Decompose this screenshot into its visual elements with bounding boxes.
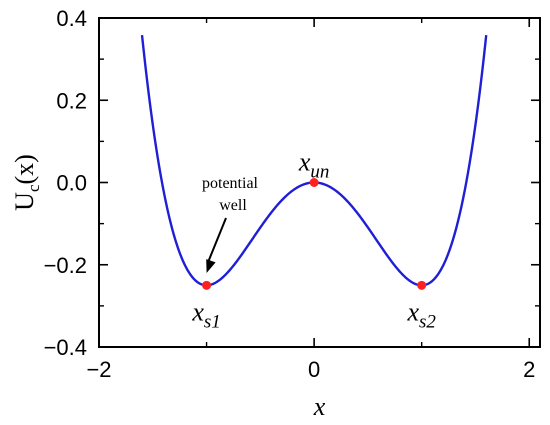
y-tick-label: 0.2 bbox=[56, 88, 87, 113]
x-tick-label: 2 bbox=[523, 357, 535, 382]
point-x-s1 bbox=[202, 280, 212, 290]
point-label-s2: xs2 bbox=[406, 297, 436, 332]
y-tick-label: −0.4 bbox=[44, 335, 87, 360]
x-tick-label: 0 bbox=[308, 357, 320, 382]
x-tick-label: −2 bbox=[86, 357, 111, 382]
point-label-s1: xs1 bbox=[191, 297, 220, 332]
y-tick-label: 0.4 bbox=[56, 6, 87, 31]
point-label-un: xun bbox=[298, 148, 330, 183]
x-axis-label: x bbox=[313, 392, 326, 421]
annotation-line-1: potential bbox=[202, 175, 259, 192]
y-tick-label: −0.2 bbox=[44, 253, 87, 278]
annotation-arrow-shaft bbox=[207, 217, 227, 262]
y-axis-label: Uc(x) bbox=[10, 154, 43, 211]
annotation-line-2: well bbox=[219, 197, 247, 214]
potential-curve bbox=[140, 34, 488, 287]
point-x-un bbox=[309, 178, 319, 187]
point-x-s2 bbox=[417, 280, 427, 290]
y-tick-label: 0.0 bbox=[56, 171, 87, 196]
annotation-arrow-head bbox=[206, 259, 216, 273]
